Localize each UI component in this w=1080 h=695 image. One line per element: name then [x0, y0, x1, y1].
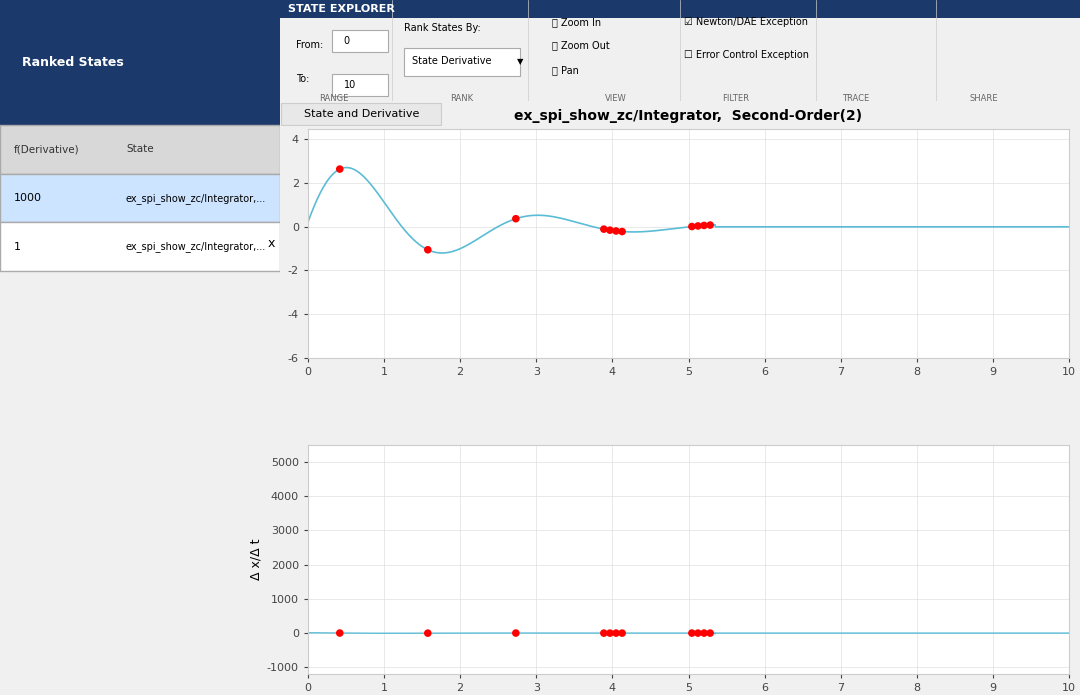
Text: ☐ Error Control Exception: ☐ Error Control Exception	[684, 51, 809, 60]
Point	[602, 224, 619, 236]
Point	[508, 213, 525, 224]
Text: Ranked States: Ranked States	[23, 56, 124, 69]
Text: State and Derivative: State and Derivative	[303, 108, 419, 119]
Text: 10: 10	[343, 80, 356, 90]
Point	[684, 221, 701, 232]
Point	[702, 220, 719, 231]
Text: ☑ Newton/DAE Exception: ☑ Newton/DAE Exception	[684, 17, 808, 27]
Text: SHARE: SHARE	[970, 95, 998, 104]
Text: TRACE: TRACE	[842, 95, 869, 104]
Title: ex_spi_show_zc/Integrator,  Second-Order(2): ex_spi_show_zc/Integrator, Second-Order(…	[514, 109, 863, 123]
Point	[332, 163, 349, 174]
Point	[613, 628, 631, 639]
Text: ▼: ▼	[517, 57, 524, 66]
Text: State: State	[126, 145, 153, 154]
Text: RANGE: RANGE	[320, 95, 349, 104]
FancyBboxPatch shape	[0, 222, 280, 271]
Text: 🔍 Zoom In: 🔍 Zoom In	[552, 17, 600, 27]
Point	[702, 628, 719, 639]
FancyBboxPatch shape	[404, 49, 519, 76]
Text: VIEW: VIEW	[605, 95, 626, 104]
Text: 🔍 Zoom Out: 🔍 Zoom Out	[552, 40, 609, 50]
FancyBboxPatch shape	[0, 125, 280, 174]
Point	[602, 628, 619, 639]
Text: RANK: RANK	[450, 95, 474, 104]
FancyBboxPatch shape	[332, 30, 388, 52]
Point	[689, 628, 706, 639]
Point	[696, 628, 713, 639]
Text: ✋ Pan: ✋ Pan	[552, 65, 579, 76]
FancyBboxPatch shape	[281, 104, 441, 125]
Point	[419, 244, 436, 255]
FancyBboxPatch shape	[280, 0, 1080, 18]
Point	[607, 225, 624, 236]
Point	[595, 224, 612, 235]
Text: 1: 1	[14, 242, 21, 252]
Point	[332, 628, 349, 639]
Point	[689, 220, 706, 231]
Text: ex_spi_show_zc/Integrator,...: ex_spi_show_zc/Integrator,...	[126, 241, 267, 252]
Text: Rank States By:: Rank States By:	[404, 23, 481, 33]
Text: From:: From:	[296, 40, 323, 50]
Y-axis label: x: x	[267, 237, 274, 250]
Text: f(Derivative): f(Derivative)	[14, 145, 80, 154]
Text: FILTER: FILTER	[723, 95, 750, 104]
Text: To:: To:	[296, 74, 309, 83]
Point	[696, 220, 713, 231]
Text: 1000: 1000	[14, 193, 42, 203]
FancyBboxPatch shape	[332, 74, 388, 96]
Text: ex_spi_show_zc/Integrator,...: ex_spi_show_zc/Integrator,...	[126, 193, 267, 204]
Point	[419, 628, 436, 639]
Text: STATE EXPLORER: STATE EXPLORER	[287, 4, 394, 14]
Text: State Derivative: State Derivative	[411, 56, 491, 67]
Text: 0: 0	[343, 36, 350, 47]
FancyBboxPatch shape	[0, 174, 280, 222]
FancyBboxPatch shape	[0, 0, 280, 125]
Y-axis label: Δ x/Δ t: Δ x/Δ t	[249, 539, 262, 580]
Point	[607, 628, 624, 639]
Point	[613, 226, 631, 237]
Point	[595, 628, 612, 639]
Point	[684, 628, 701, 639]
Point	[508, 628, 525, 639]
